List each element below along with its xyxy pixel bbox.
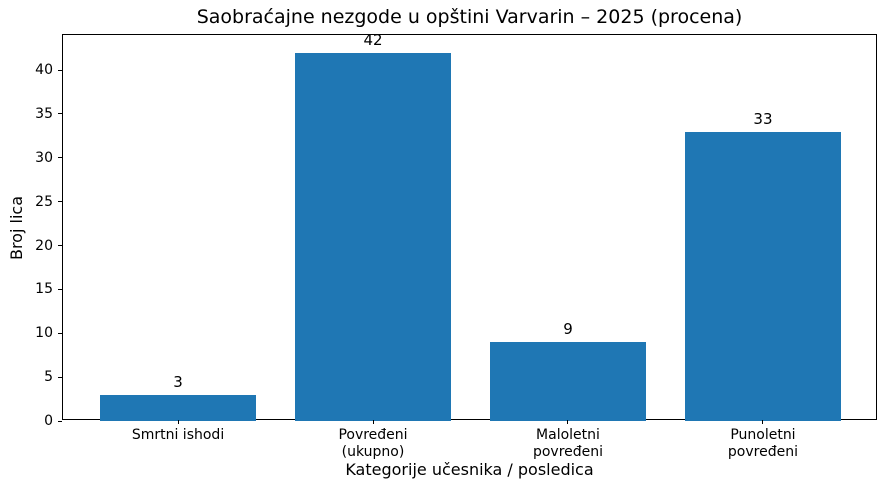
x-tick-mark [372,420,374,424]
x-tick-mark [567,420,569,424]
bar [684,131,841,421]
y-tick-mark [58,113,62,115]
bar-value-label: 42 [363,30,383,49]
bar [295,52,451,421]
y-tick-mark [58,245,62,247]
y-tick-label: 35 [35,105,53,122]
y-tick-mark [58,420,62,422]
y-tick-mark [58,69,62,71]
y-tick-label: 30 [35,149,53,166]
x-tick-label: Smrtni ishodi [131,427,225,443]
bar-value-label: 9 [563,320,573,339]
y-tick-label: 25 [35,193,53,210]
y-tick-mark [58,201,62,203]
y-tick-mark [58,288,62,290]
bar [489,342,646,421]
plot-area: 0 5 10 15 20 25 30 35 40 3 Smrtni ishodi 42 Povređen… [35,30,877,460]
bar [100,394,256,421]
chart-title: Saobraćajne nezgode u opštini Varvarin –… [196,6,743,28]
x-tick-label: Maloletni povređeni [532,427,604,460]
y-axis-label: Broj lica [7,196,26,261]
y-tick-label: 20 [35,237,53,254]
y-tick-mark [58,332,62,334]
x-axis-label: Kategorije učesnika / posledica [345,460,594,479]
x-tick-mark [177,420,179,424]
y-tick-label: 40 [35,62,53,79]
x-tick-label: Punoletni povređeni [727,427,798,460]
bar-value-label: 3 [173,372,183,391]
x-tick-mark [762,420,764,424]
y-tick-label: 15 [35,281,53,298]
x-tick-label: Povređeni (ukupno) [338,427,408,460]
bar-value-label: 33 [753,109,773,128]
y-tick-mark [58,376,62,378]
y-tick-mark [58,157,62,159]
y-tick-label: 5 [44,369,53,386]
y-tick-label: 0 [44,413,53,429]
y-tick-label: 10 [35,325,53,342]
